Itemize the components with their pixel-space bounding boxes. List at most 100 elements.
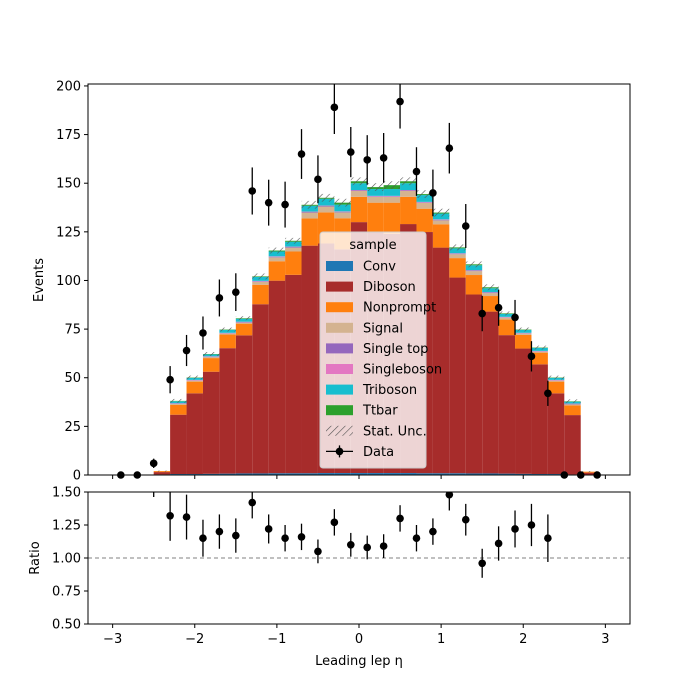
data-point (494, 303, 503, 312)
bar-nonprompt (202, 358, 220, 372)
data-point (379, 154, 388, 162)
bar-nonprompt (531, 352, 548, 365)
legend-swatch-triboson (326, 384, 353, 395)
ratio-y-tick-label: 0.50 (52, 618, 81, 633)
bar-conv (383, 473, 401, 475)
legend-label-ttbar: Ttbar (362, 404, 398, 419)
bar-signal (416, 202, 433, 209)
bar-triboson (350, 183, 368, 191)
stat-unc-bin (219, 327, 236, 332)
bar-diboson (564, 415, 581, 475)
bar-nonprompt (498, 319, 516, 336)
stat-unc-bin (170, 398, 187, 403)
bar-nonprompt (235, 323, 253, 336)
ratio-point (248, 498, 257, 507)
ratio-point (544, 534, 552, 542)
ratio-point (511, 525, 519, 533)
legend-swatch-nonprompt (326, 302, 353, 313)
y-tick-label: 100 (56, 274, 81, 289)
bar-triboson (334, 204, 351, 212)
ratio-point (182, 513, 191, 521)
bar-conv (498, 473, 516, 475)
ratio-point (281, 534, 289, 542)
x-tick-label: −1 (267, 632, 286, 647)
x-tick-label: 3 (601, 632, 609, 647)
stat-unc-bin (416, 190, 433, 198)
bar-diboson (235, 335, 253, 474)
bar-signal (235, 322, 253, 324)
bar-signal (334, 212, 351, 219)
legend-label-nonprompt: Nonprompt (363, 301, 436, 316)
bar-nonprompt (367, 202, 384, 232)
data-point (544, 389, 552, 398)
bar-nonprompt (465, 275, 483, 295)
stat-unc-bin (186, 375, 203, 380)
bar-conv (235, 473, 253, 475)
ratio-y-axis: 0.50 0.75 1.00 1.25 1.50 (52, 486, 88, 633)
bar-diboson (449, 277, 466, 474)
bar-conv (317, 473, 335, 475)
bar-conv (400, 473, 417, 475)
bar-diboson (498, 335, 516, 474)
bar-nonprompt (482, 296, 499, 312)
bar-single-top (334, 211, 351, 213)
bar-nonprompt (400, 196, 417, 225)
bar-single-top (235, 322, 253, 323)
bar-nonprompt (252, 284, 269, 305)
bar-single-top (301, 211, 318, 213)
stat-unc-bin (580, 471, 598, 473)
bar-single-top (400, 190, 417, 191)
bar-single-top (416, 202, 433, 203)
ratio-y-axis-label: Ratio (28, 541, 43, 574)
ratio-points (153, 492, 552, 578)
bar-conv (219, 473, 236, 475)
ratio-panel: 0.50 0.75 1.00 1.25 1.50 −3 −2 −1 0 1 2 3 Ratio Le… (28, 486, 631, 669)
bar-nonprompt (268, 261, 286, 281)
stat-unc-bin (449, 244, 466, 251)
ratio-y-tick-label: 1.25 (52, 519, 81, 534)
bar-single-top (268, 256, 286, 258)
bar-signal (383, 196, 401, 203)
y-tick-label: 200 (56, 79, 81, 94)
ratio-point (346, 541, 355, 549)
bar-signal (186, 380, 203, 382)
bar-signal (564, 404, 581, 406)
stat-unc-bin (350, 177, 368, 186)
ratio-point (264, 525, 273, 533)
bar-triboson (416, 195, 433, 202)
stat-unc-bin (252, 273, 269, 280)
ratio-point (330, 518, 339, 527)
ratio-point (379, 542, 388, 550)
bar-signal (268, 257, 286, 262)
stat-uncertainty-band (153, 177, 598, 473)
legend-swatch-ttbar (326, 405, 353, 416)
ratio-point (297, 533, 306, 541)
legend-label-singleboson: Singleboson (363, 363, 442, 378)
data-point (330, 103, 339, 112)
bar-conv (515, 473, 532, 475)
legend-label-data: Data (363, 445, 394, 460)
bar-diboson (465, 294, 483, 474)
bar-diboson (515, 348, 532, 474)
stat-unc-bin (317, 193, 335, 202)
bar-conv (350, 473, 368, 475)
y-tick-label: 25 (64, 420, 81, 435)
y-tick-label: 150 (56, 177, 81, 192)
bar-single-top (383, 196, 401, 197)
ratio-y-tick-label: 1.50 (52, 486, 81, 501)
bar-signal (482, 293, 499, 297)
stat-unc-bin (235, 316, 253, 321)
ratio-point (478, 559, 486, 568)
stat-unc-bin (153, 470, 171, 472)
bar-conv (432, 473, 450, 475)
ratio-plot-frame (87, 491, 631, 625)
stat-unc-bin (400, 177, 417, 186)
legend: sample Conv Diboson Nonprompt Signal Single t… (319, 231, 442, 469)
y-tick-label: 175 (56, 128, 81, 143)
bar-signal (219, 333, 236, 335)
ratio-point (232, 531, 240, 540)
legend-label-signal: Signal (363, 321, 403, 336)
bar-nonprompt (350, 196, 368, 223)
x-axis: −3 −2 −1 0 1 2 3 (103, 624, 610, 647)
